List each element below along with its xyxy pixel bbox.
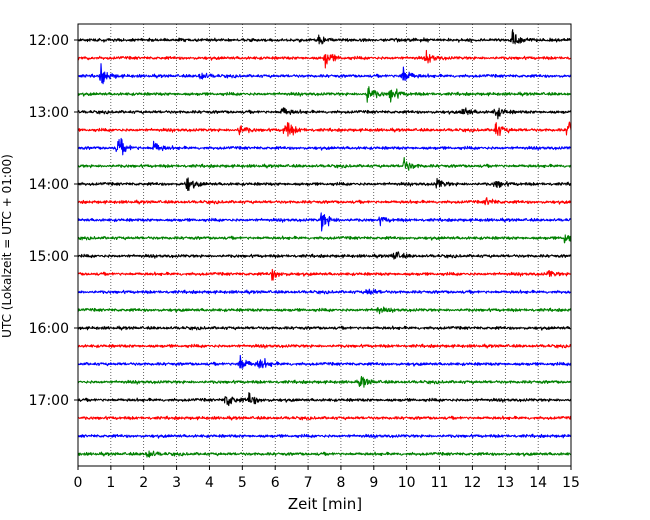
x-tick-label: 8 (336, 475, 345, 491)
trace-line (77, 197, 572, 206)
trace-line (77, 306, 572, 315)
x-tick-label: 12 (463, 475, 481, 491)
trace-line (77, 212, 572, 232)
y-tick-label: 16:00 (29, 321, 69, 337)
x-tick-label: 7 (304, 475, 313, 491)
y-axis-ticks: 12:00 13:00 14:00 15:00 16:00 17:00 (29, 33, 78, 409)
x-tick-label: 14 (529, 475, 547, 491)
trace-line (77, 343, 572, 349)
trace-line (77, 354, 572, 369)
trace-line (77, 433, 572, 439)
y-tick-label: 12:00 (29, 33, 69, 49)
x-tick-label: 13 (496, 475, 514, 491)
x-tick-label: 1 (106, 475, 115, 491)
trace-line (77, 107, 572, 120)
x-tick-label: 0 (74, 475, 83, 491)
x-tick-label: 11 (431, 475, 449, 491)
trace-line (77, 268, 572, 281)
x-tick-label: 9 (369, 475, 378, 491)
trace-series (77, 29, 572, 458)
trace-line (77, 177, 572, 191)
x-tick-label: 2 (139, 475, 148, 491)
x-tick-label: 3 (172, 475, 181, 491)
trace-line (77, 137, 572, 156)
plot-frame (77, 23, 572, 467)
x-axis-label: Zeit [min] (288, 495, 362, 513)
trace-line (77, 29, 572, 45)
y-tick-label: 13:00 (29, 105, 69, 121)
trace-line (77, 392, 572, 407)
y-tick-label: 14:00 (29, 177, 69, 193)
trace-line (77, 63, 572, 85)
y-axis-label: UTC (Lokalzeit = UTC + 01:00) (0, 154, 14, 338)
x-tick-label: 15 (562, 475, 580, 491)
y-tick-label: 17:00 (29, 393, 69, 409)
x-tick-label: 5 (238, 475, 247, 491)
trace-line (77, 325, 572, 331)
trace-line (77, 49, 572, 69)
trace-line (77, 375, 572, 388)
trace-line (77, 234, 572, 244)
x-axis-ticks: 0 1 2 3 4 5 6 7 8 9 10 11 12 13 14 15 (74, 466, 580, 491)
trace-line (77, 157, 572, 171)
trace-line (77, 121, 572, 137)
x-tick-label: 10 (398, 475, 416, 491)
trace-line (77, 450, 572, 458)
trace-line (77, 251, 572, 260)
x-tick-label: 6 (271, 475, 280, 491)
y-tick-label: 15:00 (29, 249, 69, 265)
trace-line (77, 86, 572, 103)
trace-line (77, 288, 572, 296)
x-tick-label: 4 (205, 475, 214, 491)
trace-line (77, 415, 572, 421)
